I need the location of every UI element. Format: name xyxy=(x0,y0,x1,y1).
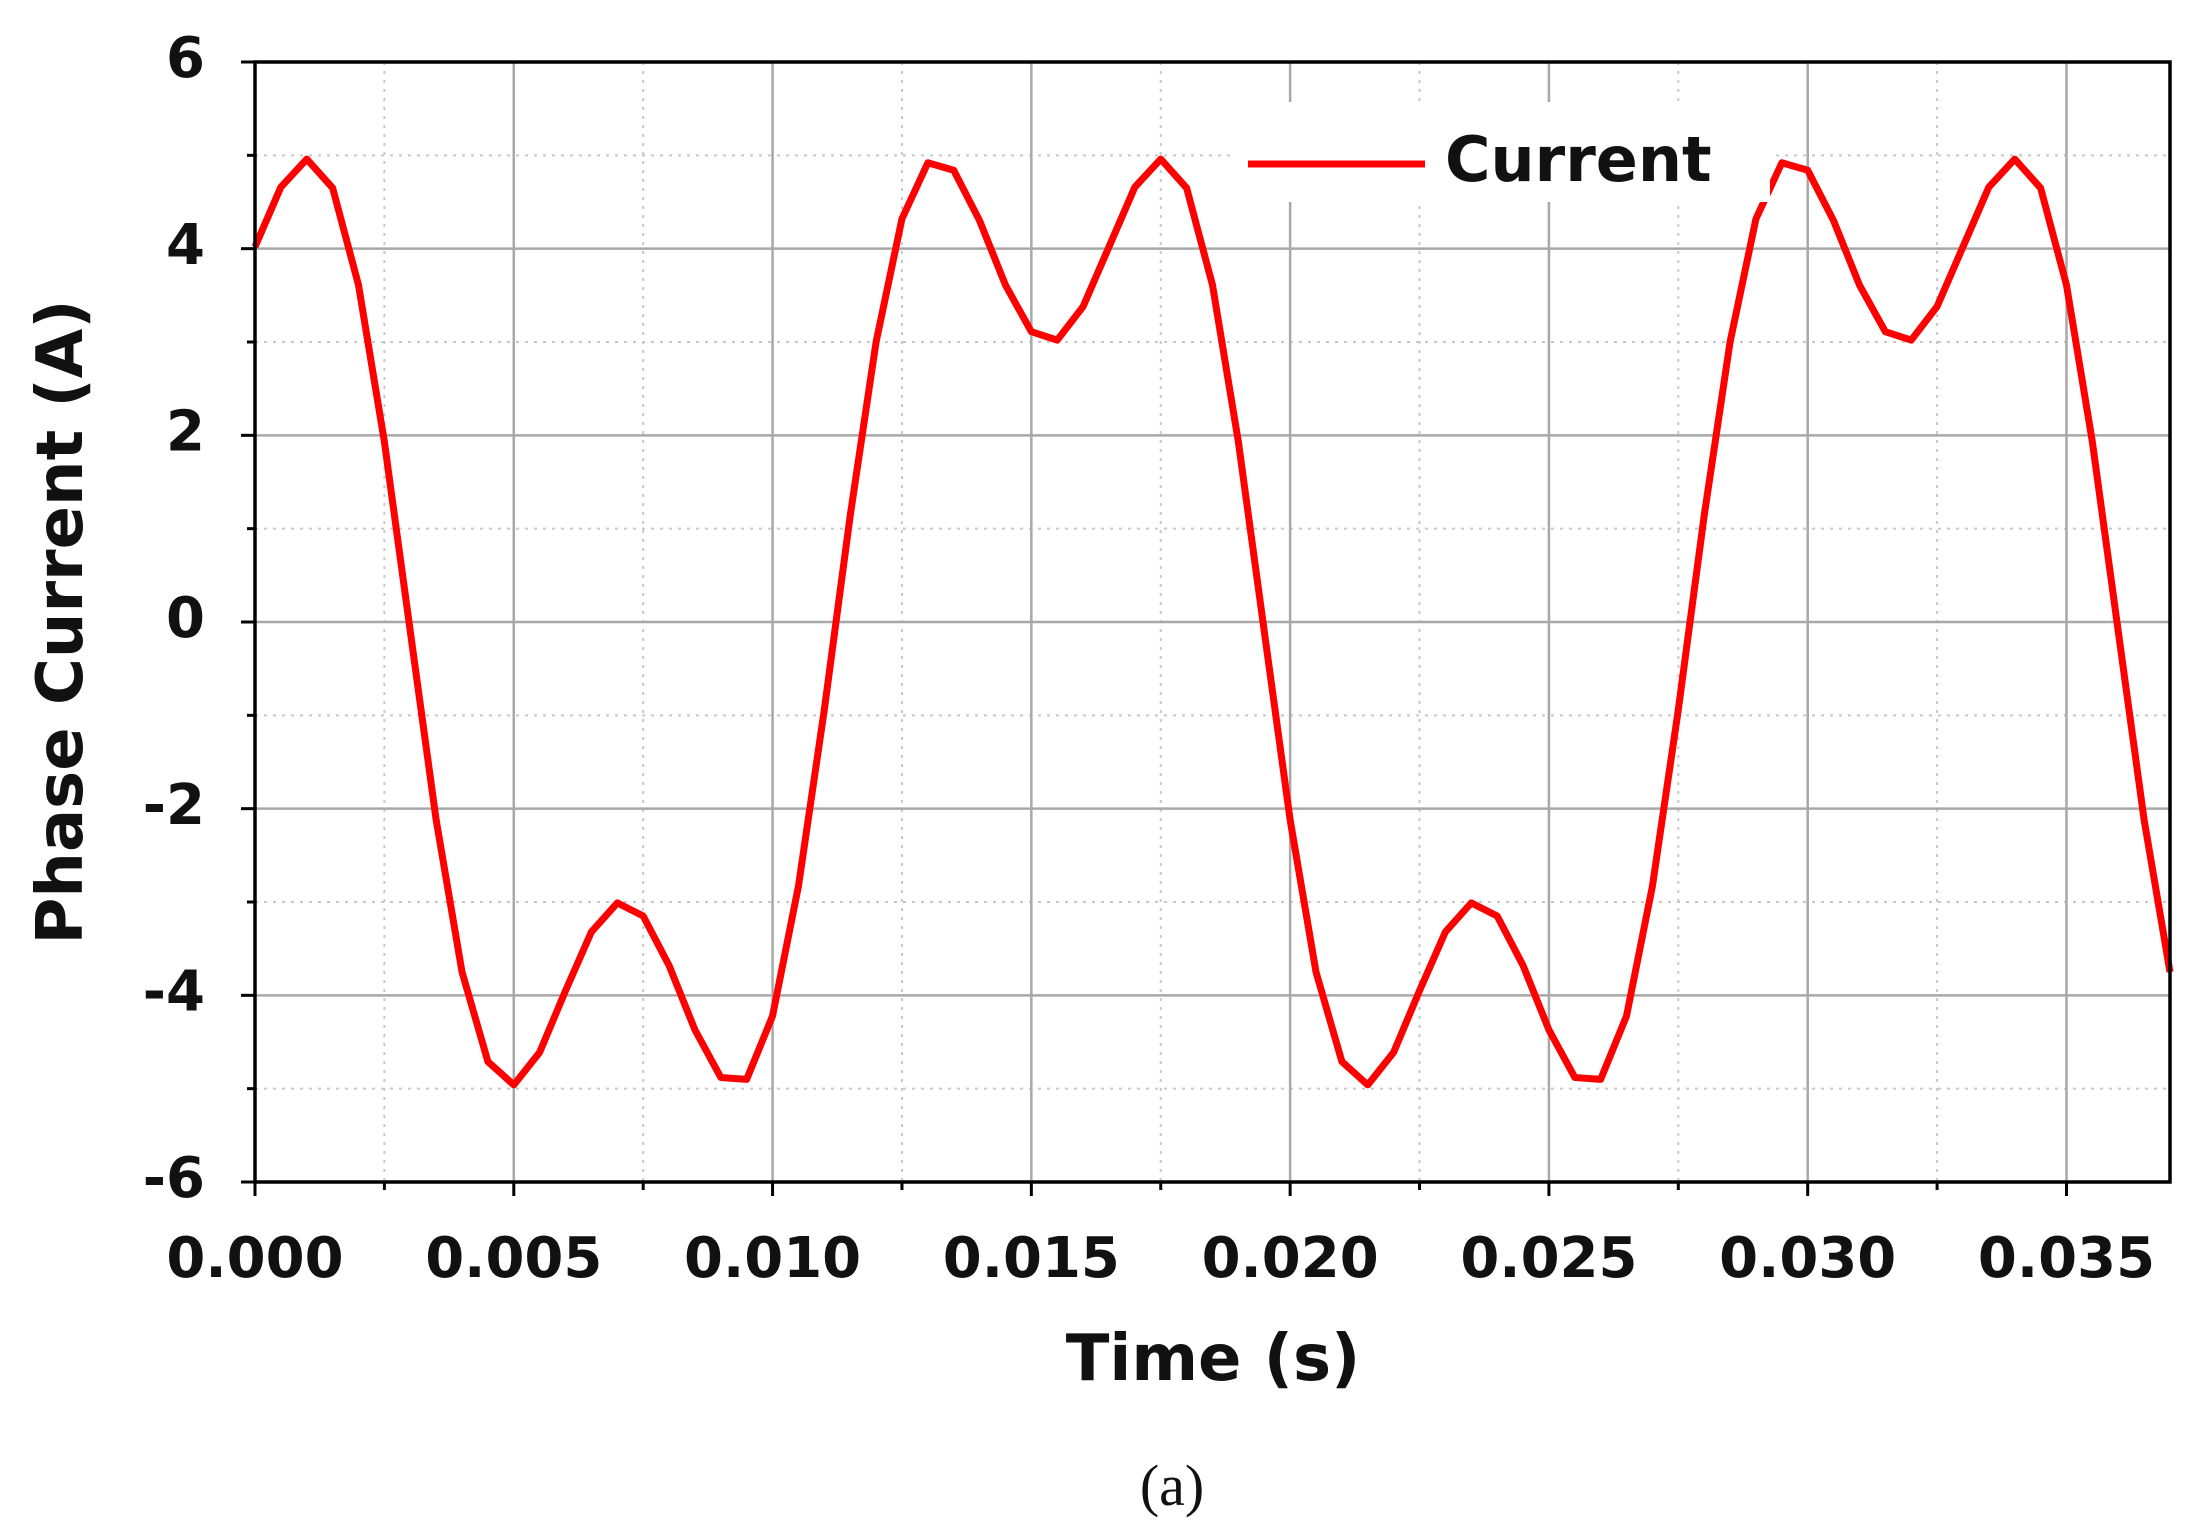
legend-label: Current xyxy=(1445,123,1712,196)
y-tick-label: -2 xyxy=(143,773,205,838)
grid xyxy=(253,60,2170,1184)
x-tick-label: 0.015 xyxy=(943,1226,1120,1291)
x-tick-label: 0.020 xyxy=(1202,1226,1379,1291)
x-tick-label: 0.035 xyxy=(1978,1226,2155,1291)
plot-frame xyxy=(253,60,2172,1184)
caption: (a) xyxy=(1140,1453,1204,1518)
x-tick-label: 0.025 xyxy=(1460,1226,1637,1291)
x-tick-label: 0.010 xyxy=(684,1226,861,1291)
y-tick-label: 0 xyxy=(166,586,205,651)
x-axis-title: Time (s) xyxy=(1066,1322,1361,1396)
y-tick-label: 6 xyxy=(166,26,205,91)
y-tick-label: -4 xyxy=(143,959,205,1024)
plot-area: Current xyxy=(251,102,2174,1089)
x-tick-label: 0.005 xyxy=(425,1226,602,1291)
x-tick-label: 0.000 xyxy=(166,1226,343,1291)
y-tick-label: -6 xyxy=(143,1146,205,1211)
y-axis-title: Phase Current (A) xyxy=(24,300,98,945)
y-tick-label: 2 xyxy=(166,399,205,464)
axes: 0.000 0.005 0.010 0.015 0.020 0.025 0.030 0.035… xyxy=(143,26,2172,1291)
x-tick-label: 0.030 xyxy=(1719,1226,1896,1291)
y-tick-label: 4 xyxy=(166,213,205,278)
data-line xyxy=(251,155,2174,1089)
legend-box xyxy=(1230,102,1770,202)
